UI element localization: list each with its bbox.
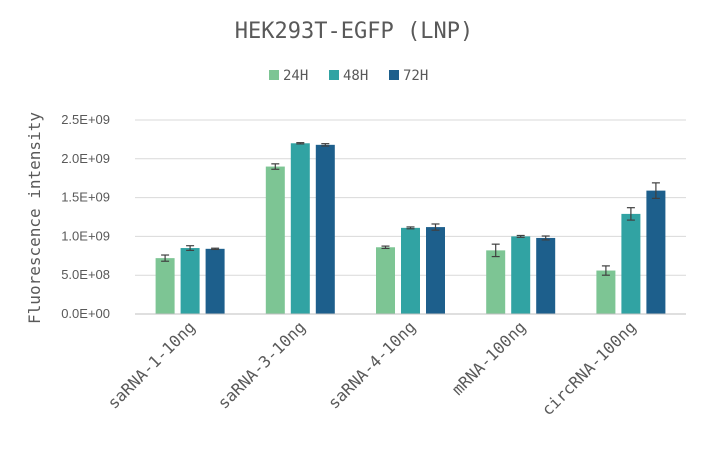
bar <box>621 213 641 314</box>
error-bar <box>516 234 525 238</box>
bar <box>596 270 616 314</box>
error-bar <box>491 243 500 258</box>
legend: 24H 48H 72H <box>269 68 428 84</box>
error-bar <box>321 143 330 147</box>
y-tick-label: 5.0E+08 <box>61 267 110 282</box>
bar <box>536 237 556 314</box>
x-tick-label: saRNA-3-10ng <box>214 317 309 412</box>
legend-label: 24H <box>283 68 308 84</box>
legend-label: 48H <box>343 68 368 84</box>
x-axis-ticks: saRNA-1-10ng saRNA-3-10ng saRNA-4-10ng mRNA… <box>104 317 640 419</box>
error-bar <box>381 245 390 250</box>
error-bars <box>161 142 660 276</box>
bar <box>180 248 200 314</box>
error-bar <box>161 254 170 262</box>
legend-label: 72H <box>403 68 428 84</box>
error-bar <box>296 142 305 145</box>
gridlines <box>135 119 686 276</box>
bars <box>155 143 666 314</box>
y-tick-label: 1.0E+09 <box>61 228 110 243</box>
error-bar <box>541 235 550 241</box>
bar <box>511 236 531 314</box>
legend-item: 24H <box>269 68 308 84</box>
error-bar <box>626 207 635 221</box>
x-tick-label: mRNA-100ng <box>448 317 530 399</box>
y-tick-label: 2.5E+09 <box>61 112 110 127</box>
legend-swatch <box>329 70 339 80</box>
bar <box>646 190 666 314</box>
error-bar <box>406 226 415 230</box>
x-tick-label: saRNA-1-10ng <box>104 317 199 412</box>
y-axis-label: Fluorescence intensity <box>25 112 44 324</box>
y-tick-label: 1.5E+09 <box>61 190 110 205</box>
bar <box>155 258 175 314</box>
y-tick-label: 2.0E+09 <box>61 151 110 166</box>
legend-swatch <box>269 70 279 80</box>
error-bar <box>271 163 280 170</box>
bar <box>290 143 310 314</box>
error-bar <box>431 223 440 231</box>
chart-title: HEK293T-EGFP (LNP) <box>235 19 473 44</box>
error-bar <box>651 182 660 199</box>
bar <box>315 144 335 314</box>
bar <box>426 227 445 314</box>
error-bar <box>186 245 195 251</box>
bar <box>376 247 395 314</box>
error-bar <box>601 265 610 276</box>
bar <box>205 248 225 314</box>
y-axis-ticks: 0.0E+00 5.0E+08 1.0E+09 1.5E+09 2.0E+09 2.5E+… <box>61 112 110 321</box>
x-tick-label: saRNA-4-10ng <box>324 317 419 412</box>
legend-swatch <box>389 70 399 80</box>
y-tick-label: 0.0E+00 <box>61 306 110 321</box>
bar <box>265 166 285 314</box>
legend-item: 72H <box>389 68 428 84</box>
bar <box>401 227 420 314</box>
error-bar <box>211 247 220 251</box>
bar <box>486 250 506 314</box>
x-tick-label: circRNA-100ng <box>538 317 640 419</box>
legend-item: 48H <box>329 68 368 84</box>
